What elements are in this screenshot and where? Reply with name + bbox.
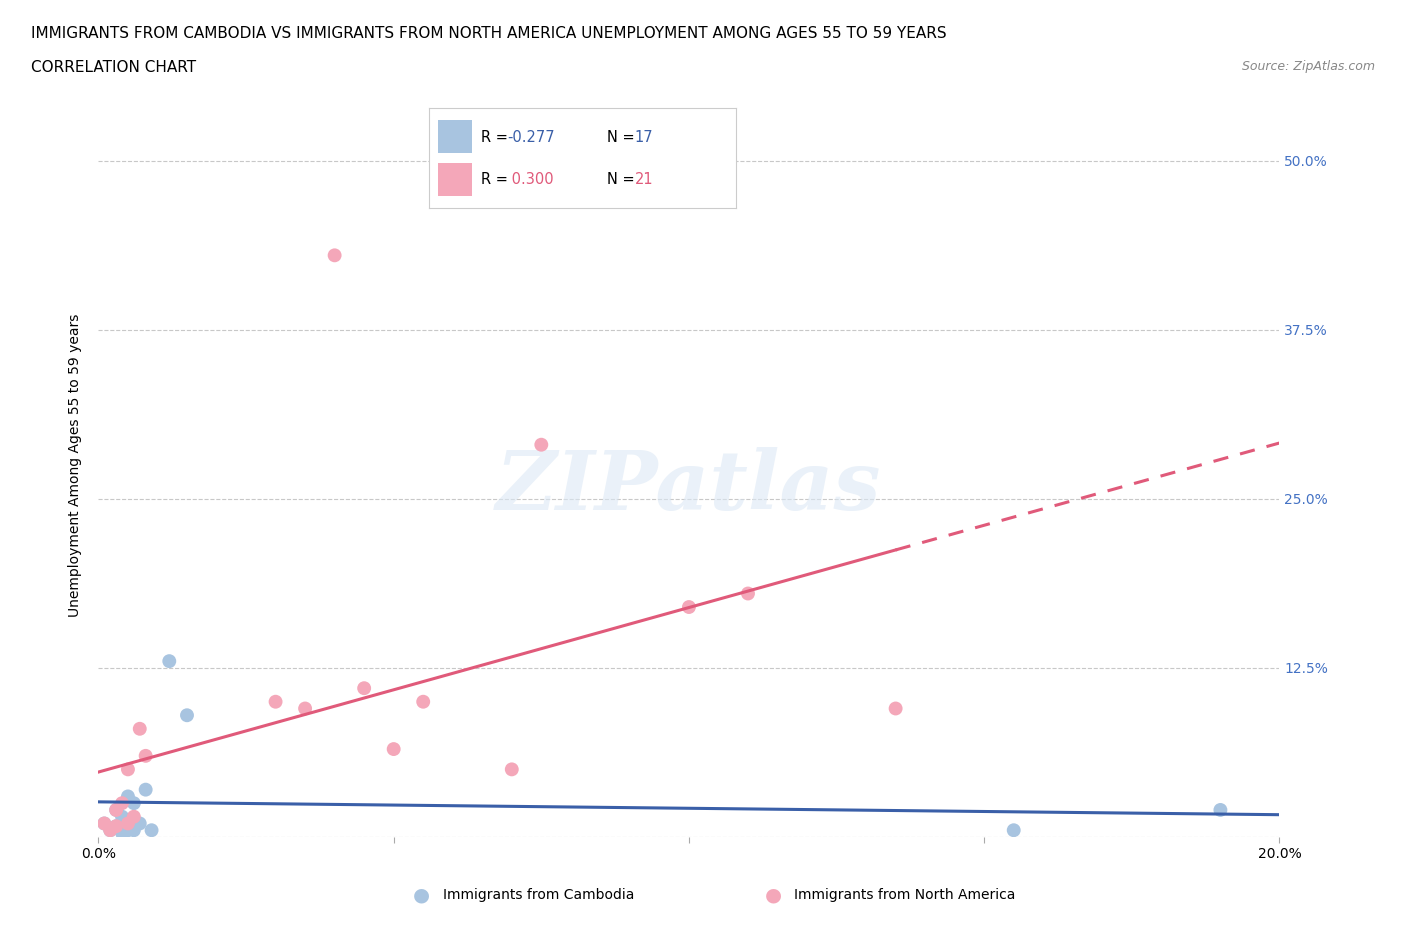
Point xyxy=(412,695,434,710)
Point xyxy=(111,809,134,824)
Point xyxy=(122,823,145,838)
Point xyxy=(678,600,700,615)
Point xyxy=(128,816,150,830)
Point xyxy=(294,701,316,716)
Point xyxy=(117,762,139,777)
Text: Immigrants from Cambodia: Immigrants from Cambodia xyxy=(443,887,634,902)
Text: Immigrants from North America: Immigrants from North America xyxy=(794,887,1015,902)
Point xyxy=(141,823,163,838)
Y-axis label: Unemployment Among Ages 55 to 59 years: Unemployment Among Ages 55 to 59 years xyxy=(69,313,83,617)
Point xyxy=(501,762,523,777)
Point xyxy=(264,695,287,710)
Point xyxy=(117,816,139,830)
Point xyxy=(117,823,139,838)
Point xyxy=(122,796,145,811)
Point xyxy=(98,823,121,838)
Point xyxy=(111,796,134,811)
Text: ●: ● xyxy=(765,885,782,904)
Point xyxy=(111,826,134,841)
Point xyxy=(93,816,115,830)
Text: CORRELATION CHART: CORRELATION CHART xyxy=(31,60,195,75)
Point xyxy=(135,782,157,797)
Point xyxy=(128,722,150,737)
Text: Source: ZipAtlas.com: Source: ZipAtlas.com xyxy=(1241,60,1375,73)
Point xyxy=(105,818,128,833)
Text: ZIPatlas: ZIPatlas xyxy=(496,447,882,527)
Point xyxy=(122,809,145,824)
Point xyxy=(1002,823,1025,838)
Point xyxy=(117,789,139,804)
Point xyxy=(105,818,128,833)
Point xyxy=(353,681,375,696)
Point xyxy=(176,708,198,723)
Text: IMMIGRANTS FROM CAMBODIA VS IMMIGRANTS FROM NORTH AMERICA UNEMPLOYMENT AMONG AGE: IMMIGRANTS FROM CAMBODIA VS IMMIGRANTS F… xyxy=(31,26,946,41)
Point xyxy=(105,803,128,817)
Point xyxy=(105,803,128,817)
Point xyxy=(737,586,759,601)
Point xyxy=(1209,803,1232,817)
Point xyxy=(323,248,346,263)
Point xyxy=(884,701,907,716)
Point xyxy=(382,741,405,756)
Text: ●: ● xyxy=(413,885,430,904)
Point xyxy=(530,437,553,452)
Point xyxy=(93,816,115,830)
Point xyxy=(135,749,157,764)
Point xyxy=(98,823,121,838)
Point xyxy=(157,654,180,669)
